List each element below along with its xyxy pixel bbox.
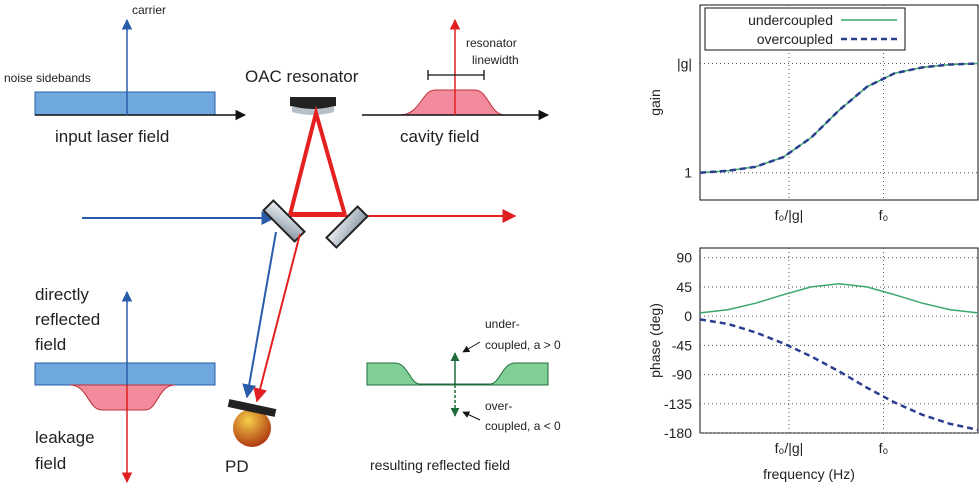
figure: carrier noise sidebands input laser fiel… — [0, 0, 979, 491]
label: field — [35, 335, 66, 354]
x-tick-label: f₀ — [879, 207, 889, 223]
label: PD — [225, 457, 249, 476]
series-line — [700, 64, 978, 173]
label: OAC resonator — [245, 67, 359, 86]
y-tick-label: 1 — [684, 165, 692, 181]
cavity-field: resonator linewidth cavity field — [362, 20, 548, 146]
sidebands — [35, 363, 215, 385]
y-tick-label: |g| — [677, 56, 692, 72]
y-tick-label: -90 — [672, 367, 692, 383]
label: coupled, a < 0 — [485, 419, 561, 433]
plot-frame — [700, 248, 978, 433]
label: over- — [485, 399, 512, 413]
label: coupled, a > 0 — [485, 338, 561, 352]
beam — [257, 234, 300, 401]
sidebands — [35, 92, 215, 115]
y-axis-label: gain — [647, 89, 663, 115]
beam — [290, 113, 345, 215]
label: resulting reflected field — [370, 457, 510, 473]
legend-label: overcoupled — [757, 31, 833, 47]
y-tick-label: 90 — [676, 250, 692, 266]
label: cavity field — [400, 127, 479, 146]
label: reflected — [35, 310, 100, 329]
x-tick-label: f₀/|g| — [775, 207, 804, 223]
linewidth-bar — [428, 70, 484, 80]
result-shape — [367, 363, 548, 385]
legend-label: undercoupled — [748, 12, 833, 28]
mirror — [290, 97, 336, 109]
y-tick-label: -45 — [672, 337, 692, 353]
y-tick-label: 45 — [676, 279, 692, 295]
y-tick-label: -180 — [664, 425, 692, 441]
beam — [247, 232, 276, 397]
cavity-shape — [400, 90, 505, 115]
label: leakage — [35, 428, 95, 447]
label: input laser field — [55, 127, 169, 146]
label: resonator — [466, 36, 517, 50]
label: field — [35, 454, 66, 473]
label: noise sidebands — [4, 71, 91, 85]
y-tick-label: -135 — [664, 396, 692, 412]
y-axis-label: phase (deg) — [647, 303, 663, 378]
pointer — [463, 412, 480, 420]
x-tick-label: f₀ — [879, 440, 889, 456]
result-field: under- coupled, a > 0 over- coupled, a <… — [367, 317, 561, 473]
input-field: carrier noise sidebands input laser fiel… — [4, 3, 245, 146]
label: under- — [485, 317, 520, 331]
series-line — [700, 64, 978, 173]
leakage-shape — [70, 385, 175, 410]
reflected-field: directly reflected field leakage field — [35, 285, 215, 482]
x-axis-label: frequency (Hz) — [763, 466, 855, 482]
label: linewidth — [472, 53, 519, 67]
y-tick-label: 0 — [684, 308, 692, 324]
series-line — [700, 284, 978, 313]
label: carrier — [132, 3, 166, 17]
mirror — [263, 200, 304, 241]
pointer — [463, 342, 480, 352]
x-tick-label: f₀/|g| — [775, 440, 804, 456]
label: directly — [35, 285, 89, 304]
